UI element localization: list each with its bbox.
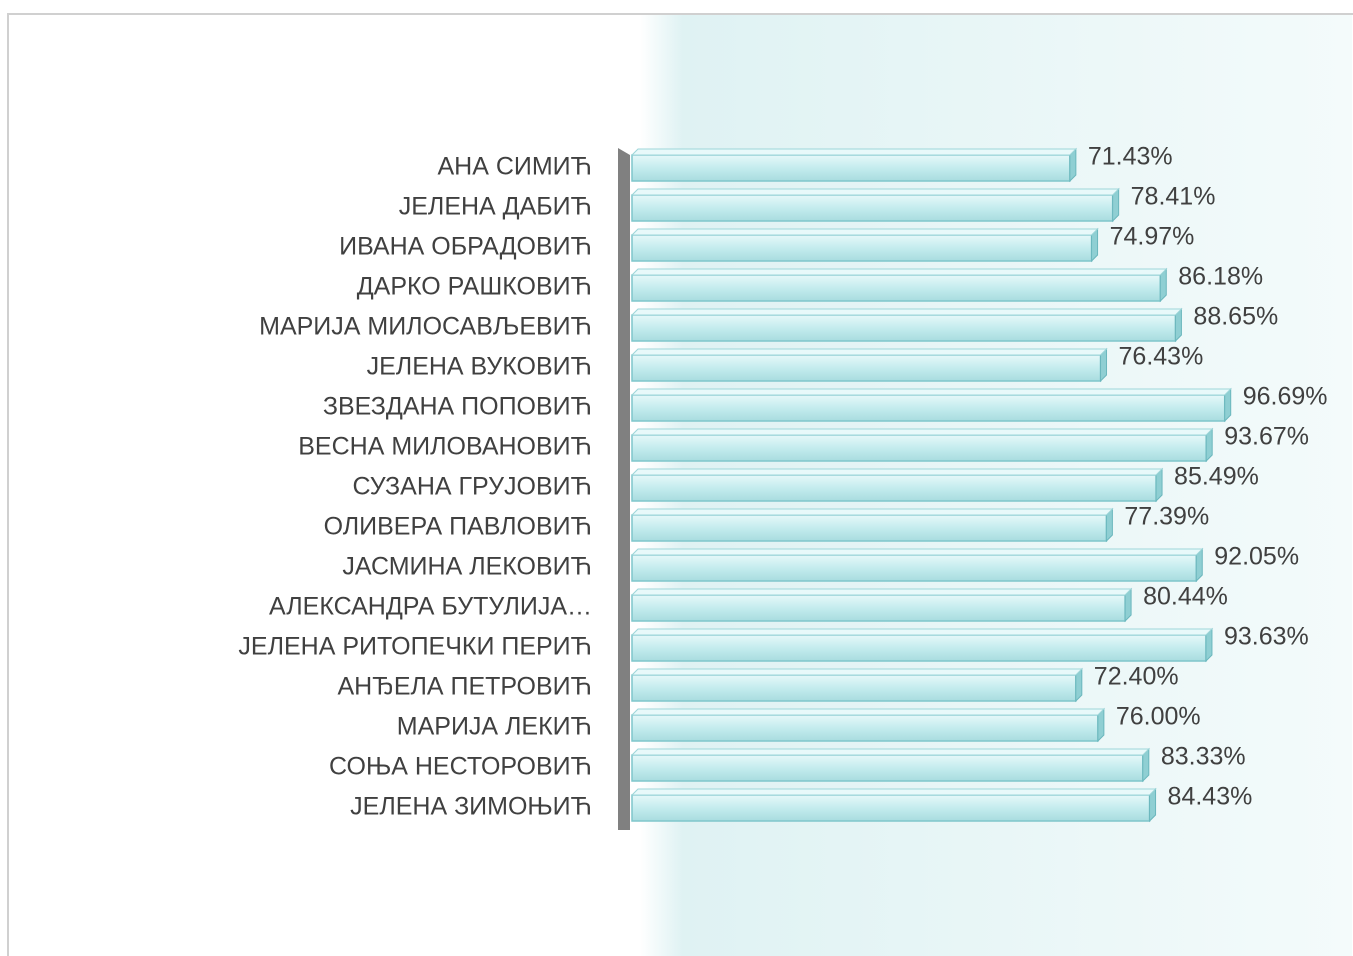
data-label: 88.65%	[1193, 303, 1278, 331]
y-tick-label: ВЕСНА МИЛОВАНОВИЋ	[298, 433, 592, 461]
y-tick-label: ОЛИВЕРА ПАВЛОВИЋ	[324, 513, 592, 541]
data-label: 83.33%	[1161, 743, 1246, 771]
bar	[631, 794, 1151, 822]
y-tick-label: ЈЕЛЕНА ДАБИЋ	[399, 193, 592, 221]
bar	[631, 394, 1226, 422]
bar-top	[630, 468, 1164, 476]
data-label: 86.18%	[1178, 263, 1263, 291]
bar	[631, 514, 1108, 542]
y-tick-label: СУЗАНА ГРУЈОВИЋ	[353, 473, 593, 501]
y-tick-label: ЗВЕЗДАНА ПОПОВИЋ	[323, 393, 592, 421]
y-tick-label: СОЊА НЕСТОРОВИЋ	[329, 753, 592, 781]
bar	[631, 714, 1099, 742]
bar	[631, 754, 1144, 782]
y-tick-label: ЈЕЛЕНА РИТОПЕЧКИ ПЕРИЋ	[238, 633, 592, 661]
bar-top	[630, 508, 1114, 516]
data-label: 84.43%	[1168, 783, 1253, 811]
data-label: 93.67%	[1224, 423, 1309, 451]
bar	[631, 274, 1162, 302]
bar	[631, 434, 1207, 462]
data-label: 93.63%	[1224, 623, 1309, 651]
bar-top	[630, 388, 1232, 396]
bar-top	[630, 668, 1084, 676]
category-axis	[618, 148, 630, 830]
y-tick-label: ЈЕЛЕНА ЗИМОЊИЋ	[350, 793, 592, 821]
bar-top	[630, 148, 1078, 156]
y-tick-label: ЈЕЛЕНА ВУКОВИЋ	[367, 353, 592, 381]
y-tick-label: ИВАНА ОБРАДОВИЋ	[339, 233, 592, 261]
bar	[631, 354, 1102, 382]
bar	[631, 674, 1077, 702]
data-label: 96.69%	[1243, 383, 1328, 411]
bar-top	[630, 708, 1106, 716]
bar	[631, 554, 1198, 582]
bar-top	[630, 308, 1183, 316]
bar-top	[630, 348, 1108, 356]
data-label: 78.41%	[1131, 183, 1216, 211]
data-label: 72.40%	[1094, 663, 1179, 691]
y-tick-label: МАРИЈА ЛЕКИЋ	[397, 713, 592, 741]
data-label: 80.44%	[1143, 583, 1228, 611]
bar	[631, 474, 1157, 502]
y-tick-label: АЛЕКСАНДРА БУТУЛИЈА…	[269, 593, 592, 621]
bar	[631, 234, 1093, 262]
bar	[631, 154, 1071, 182]
data-label: 76.00%	[1116, 703, 1201, 731]
bar	[631, 194, 1114, 222]
data-label: 77.39%	[1124, 503, 1209, 531]
bar	[631, 594, 1126, 622]
y-tick-label: АНА СИМИЋ	[437, 153, 592, 181]
y-tick-label: ДАРКО РАШКОВИЋ	[357, 273, 592, 301]
bar	[631, 314, 1177, 342]
bar-top	[630, 748, 1151, 756]
bar-top	[630, 548, 1204, 556]
bar-top	[630, 588, 1133, 596]
y-tick-label: ЈАСМИНА ЛЕКОВИЋ	[342, 553, 592, 581]
data-label: 74.97%	[1110, 223, 1195, 251]
y-tick-label: АНЂЕЛА ПЕТРОВИЋ	[337, 673, 592, 701]
data-label: 76.43%	[1119, 343, 1204, 371]
bar-top	[630, 788, 1157, 796]
bar-top	[630, 268, 1168, 276]
data-label: 85.49%	[1174, 463, 1259, 491]
data-label: 92.05%	[1214, 543, 1299, 571]
bar-top	[630, 188, 1120, 196]
bar	[631, 634, 1207, 662]
data-label: 71.43%	[1088, 143, 1173, 171]
bar-top	[630, 428, 1214, 436]
bar-top	[630, 228, 1099, 236]
bar-top	[630, 628, 1214, 636]
y-tick-label: МАРИЈА МИЛОСАВЉЕВИЋ	[259, 313, 592, 341]
